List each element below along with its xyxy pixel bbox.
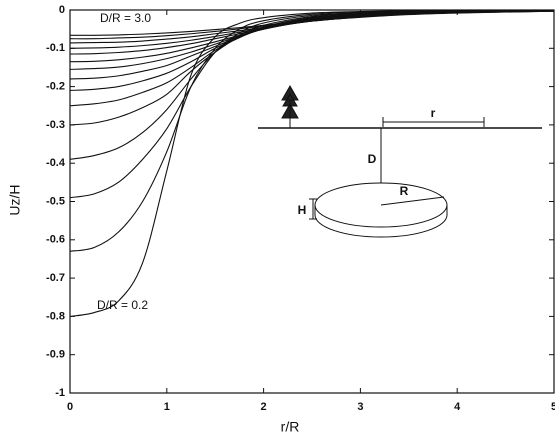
y-tick-label: -0.5 [46, 195, 65, 207]
x-tick-label: 5 [551, 401, 555, 413]
y-tick-label: 0 [59, 4, 65, 16]
line-series [69, 9, 555, 317]
x-tick-label: 3 [357, 401, 363, 413]
y-tick-label: -0.2 [46, 81, 65, 93]
diagram-label: H [298, 203, 307, 217]
x-axis-label: r/R [281, 419, 300, 435]
line-series [69, 9, 555, 126]
y-tick-label: -0.3 [46, 119, 65, 131]
line-series [69, 10, 555, 36]
y-tick-label: -0.8 [46, 310, 65, 322]
y-axis-label: Uz/H [7, 184, 23, 215]
diagram-label: R [400, 184, 409, 198]
diagram-label: r [431, 106, 436, 120]
y-tick-label: -0.7 [46, 272, 65, 284]
line-series [69, 9, 555, 199]
inset-diagram [258, 84, 542, 238]
annotation: D/R = 3.0 [100, 11, 151, 25]
x-tick-label: 0 [67, 401, 73, 413]
x-tick-label: 1 [164, 401, 170, 413]
line-series [69, 9, 555, 160]
x-tick-label: 4 [454, 401, 461, 413]
radius-line [380, 196, 445, 206]
y-tick-label: -0.9 [46, 349, 65, 361]
r-bracket [382, 117, 485, 127]
y-tick-label: -0.4 [46, 157, 66, 169]
tree-icon [281, 84, 299, 128]
line-series [69, 9, 555, 252]
annotation: D/R = 0.2 [97, 298, 148, 312]
h-bracket [309, 198, 317, 220]
x-tick-label: 2 [261, 401, 267, 413]
y-tick-label: -0.6 [46, 234, 65, 246]
y-tick-label: -1 [55, 387, 65, 399]
diagram-label: D [368, 152, 377, 166]
y-tick-label: -0.1 [46, 42, 65, 54]
